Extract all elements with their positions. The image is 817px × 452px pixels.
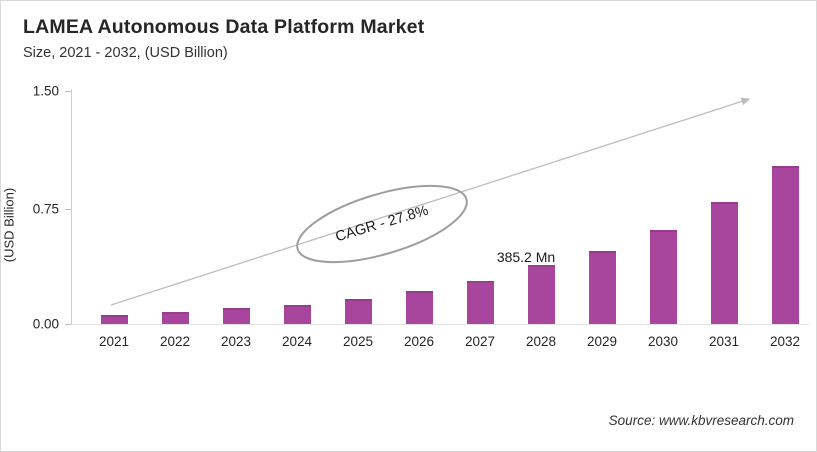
bar-2027 xyxy=(467,281,494,324)
bar-2032 xyxy=(772,166,799,324)
y-tick-label-2: 1.50 xyxy=(32,83,59,99)
bar-top-shade xyxy=(406,291,433,293)
y-tick-label-0: 0.00 xyxy=(32,316,59,332)
bar-top-shade xyxy=(162,312,189,314)
title-block: LAMEA Autonomous Data Platform Market Si… xyxy=(23,15,623,63)
growth-arrow-line xyxy=(110,97,751,306)
y-tick-mark-2 xyxy=(65,91,71,92)
bar-top-shade xyxy=(284,305,311,307)
x-label-2028: 2028 xyxy=(525,334,557,349)
source-note: Source: www.kbvresearch.com xyxy=(608,413,794,428)
bar-2028 xyxy=(528,265,555,324)
x-label-2027: 2027 xyxy=(464,334,496,349)
cagr-label: CAGR - 27.8% xyxy=(333,202,431,246)
y-tick-mark-0 xyxy=(65,324,71,325)
x-label-2030: 2030 xyxy=(647,334,679,349)
page-title: LAMEA Autonomous Data Platform Market xyxy=(23,16,425,38)
bar-top-shade xyxy=(589,251,616,253)
y-axis-title: (USD Billion) xyxy=(1,187,17,263)
x-label-2026: 2026 xyxy=(403,334,435,349)
bar-top-shade xyxy=(345,299,372,301)
bar-2030 xyxy=(650,230,677,324)
x-label-2025: 2025 xyxy=(342,334,374,349)
bar-2026 xyxy=(406,291,433,324)
bar-2024 xyxy=(284,305,311,324)
y-axis-tick-labels: 0.00 0.75 1.50 xyxy=(1,1,59,451)
y-tick-mark-1 xyxy=(65,209,71,210)
bar-top-shade xyxy=(223,308,250,310)
y-axis-line xyxy=(71,89,72,325)
x-label-2024: 2024 xyxy=(281,334,313,349)
x-axis-line xyxy=(71,324,809,325)
x-label-2031: 2031 xyxy=(708,334,740,349)
x-label-2023: 2023 xyxy=(220,334,252,349)
bar-top-shade xyxy=(467,281,494,283)
bar-2021 xyxy=(101,315,128,324)
bar-2029 xyxy=(589,251,616,324)
data-label-2028: 385.2 Mn xyxy=(496,249,556,265)
bar-top-shade xyxy=(101,315,128,317)
bar-top-shade xyxy=(711,202,738,204)
bar-top-shade xyxy=(772,166,799,168)
bar-2022 xyxy=(162,312,189,324)
y-tick-label-1: 0.75 xyxy=(32,201,59,217)
x-label-2032: 2032 xyxy=(769,334,801,349)
bar-2031 xyxy=(711,202,738,324)
x-label-2029: 2029 xyxy=(586,334,618,349)
x-label-2022: 2022 xyxy=(159,334,191,349)
bar-top-shade xyxy=(528,265,555,267)
x-label-2021: 2021 xyxy=(98,334,130,349)
bar-2023 xyxy=(223,308,250,324)
bar-top-shade xyxy=(650,230,677,232)
page-subtitle: Size, 2021 - 2032, (USD Billion) xyxy=(23,45,228,62)
bar-2025 xyxy=(345,299,372,324)
